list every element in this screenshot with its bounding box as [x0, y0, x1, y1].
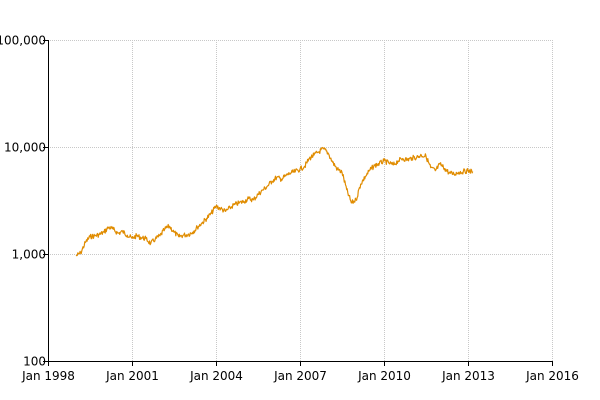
- y-tick-label: 1,000: [12, 248, 46, 262]
- x-tick-label: Jan 1998: [21, 369, 75, 383]
- x-tick-label: Jan 2004: [189, 369, 243, 383]
- x-tick-label: Jan 2010: [357, 369, 411, 383]
- grid: [48, 40, 553, 361]
- axes: [43, 40, 553, 366]
- x-tick-label: Jan 2007: [273, 369, 327, 383]
- tick-labels: 100 1,000 10,000 100,000 Jan 1998 Jan 2001 Jan…: [0, 34, 579, 384]
- series-layer: [75, 146, 474, 257]
- x-tick-label: Jan 2013: [441, 369, 495, 383]
- y-tick-label: 10,000: [4, 141, 46, 155]
- y-tick-label: 100: [23, 355, 46, 369]
- x-tick-label: Jan 2016: [525, 369, 579, 383]
- series-line: [75, 146, 474, 257]
- y-tick-label: 100,000: [0, 34, 46, 48]
- x-tick-label: Jan 2001: [105, 369, 159, 383]
